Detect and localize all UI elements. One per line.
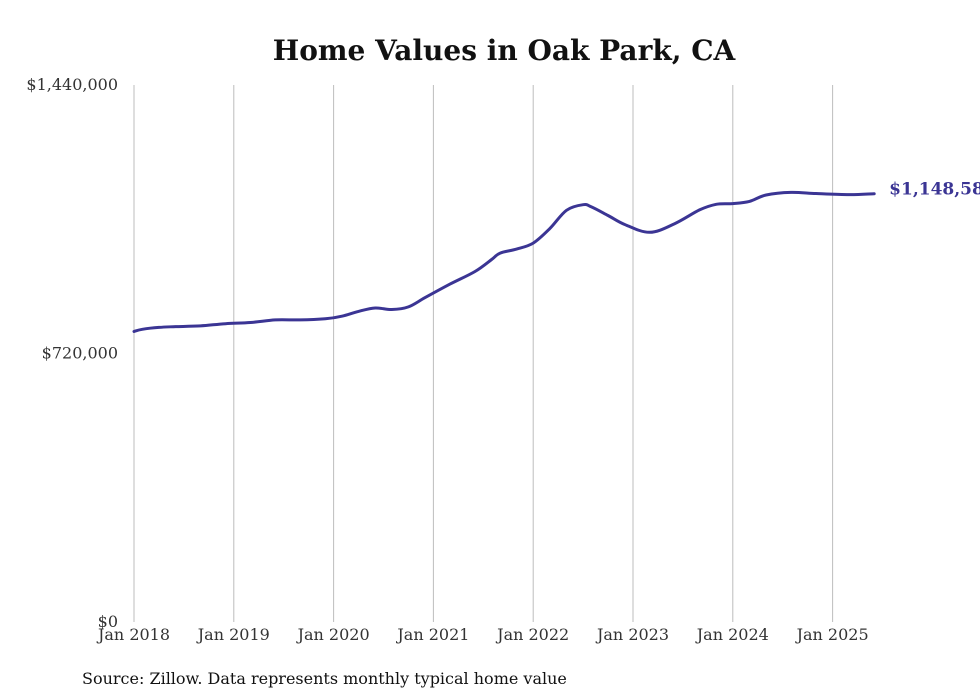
x-tick-label: Jan 2023: [595, 625, 669, 644]
x-tick-label: Jan 2024: [695, 625, 769, 644]
x-tick-label: Jan 2021: [395, 625, 469, 644]
y-tick-label: $0: [98, 612, 118, 631]
x-tick-label: Jan 2025: [795, 625, 869, 644]
y-tick-label: $720,000: [42, 344, 118, 363]
source-note: Source: Zillow. Data represents monthly …: [82, 669, 567, 688]
y-tick-label: $1,440,000: [26, 75, 118, 94]
x-tick-label: Jan 2020: [296, 625, 370, 644]
chart-title: Home Values in Oak Park, CA: [273, 34, 737, 67]
y-axis-tick-labels: $0 $720,000 $1,440,000: [26, 75, 118, 631]
x-tick-label: Jan 2022: [495, 625, 569, 644]
x-axis-tick-labels: Jan 2018 Jan 2019 Jan 2020 Jan 2021 Jan 2022…: [96, 625, 869, 644]
series-line-0: [132, 190, 876, 333]
x-tick-label: Jan 2019: [196, 625, 270, 644]
series-group: [132, 190, 876, 333]
gridlines: [133, 85, 834, 622]
x-tick-label: Jan 2018: [96, 625, 170, 644]
end-value-label: $1,148,584: [889, 180, 980, 200]
